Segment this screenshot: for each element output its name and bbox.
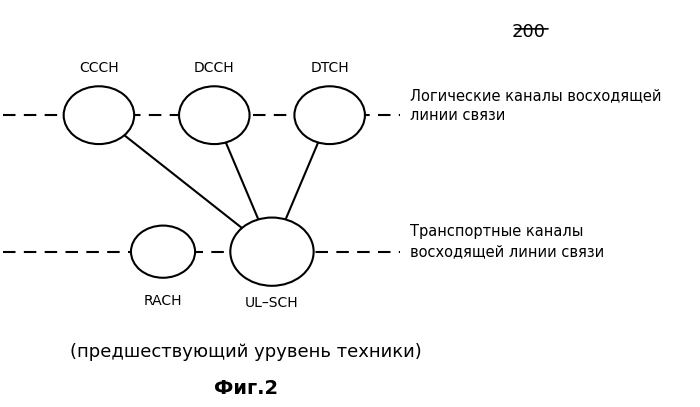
Text: DTCH: DTCH — [310, 61, 349, 75]
Ellipse shape — [64, 86, 134, 144]
Text: CCCH: CCCH — [79, 61, 119, 75]
Text: Фиг.2: Фиг.2 — [214, 379, 279, 398]
Text: DCCH: DCCH — [194, 61, 234, 75]
Text: 200: 200 — [512, 23, 545, 41]
Text: UL–SCH: UL–SCH — [245, 296, 299, 310]
Ellipse shape — [230, 218, 314, 286]
Ellipse shape — [131, 225, 195, 278]
Ellipse shape — [295, 86, 365, 144]
Text: RACH: RACH — [144, 294, 182, 308]
Text: Транспортные каналы
восходящей линии связи: Транспортные каналы восходящей линии свя… — [410, 224, 604, 259]
Text: Логические каналы восходящей
линии связи: Логические каналы восходящей линии связи — [410, 88, 662, 123]
Ellipse shape — [179, 86, 249, 144]
Text: (предшествующий урувень техники): (предшествующий урувень техники) — [71, 343, 422, 361]
